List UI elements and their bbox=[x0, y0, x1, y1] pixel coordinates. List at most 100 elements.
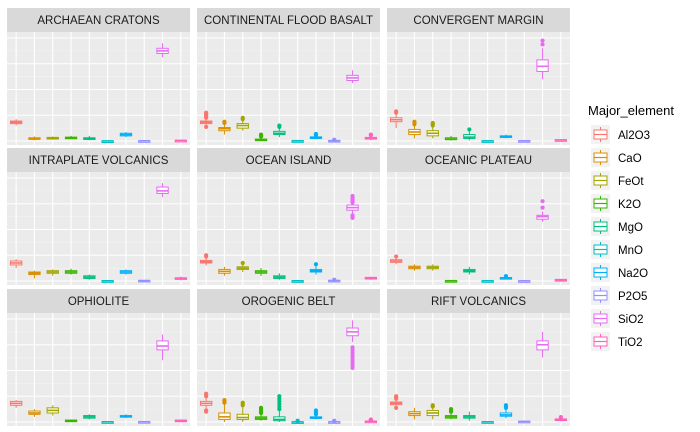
box-mno bbox=[291, 418, 304, 424]
box-al2o3 bbox=[199, 253, 213, 266]
box-cao bbox=[28, 270, 41, 279]
legend-label: Al2O3 bbox=[618, 130, 650, 142]
outlier-point bbox=[204, 124, 209, 129]
box-mno bbox=[101, 421, 114, 424]
box-p2o5 bbox=[138, 140, 151, 143]
outlier-point bbox=[258, 405, 264, 410]
outlier-point bbox=[394, 394, 399, 399]
facet-strip bbox=[387, 289, 570, 313]
box-tio2 bbox=[554, 278, 568, 282]
outlier-point bbox=[240, 115, 245, 120]
facet-strip-label: CONVERGENT MARGIN bbox=[413, 15, 543, 27]
box-al2o3 bbox=[9, 259, 23, 269]
outlier-point bbox=[430, 120, 435, 126]
box-mgo bbox=[273, 394, 286, 422]
outlier-point bbox=[204, 253, 209, 258]
facet-panels: ARCHAEAN CRATONS CONTINENTAL FLOOD BASALT… bbox=[7, 8, 570, 426]
facet-panel-oceanic-plateau: OCEANIC PLATEAU bbox=[387, 148, 570, 285]
box-na2o bbox=[499, 403, 513, 419]
box-k2o bbox=[444, 407, 458, 420]
box-na2o bbox=[119, 131, 133, 138]
legend-label: SiO2 bbox=[618, 314, 644, 326]
facet-panel-intraplate-volcanics: INTRAPLATE VOLCANICS bbox=[7, 148, 190, 285]
facet-strip bbox=[197, 148, 380, 172]
box-mno bbox=[481, 140, 494, 143]
box-mgo bbox=[273, 273, 286, 280]
box-p2o5 bbox=[138, 420, 151, 424]
outlier-point bbox=[467, 127, 472, 132]
legend-items: Al2O3 CaO FeOt K2O MgO MnO Na2O P2O5 SiO2 TiO2 bbox=[591, 125, 650, 351]
facet-panel-orogenic-belt: OROGENIC BELT bbox=[197, 289, 380, 426]
box-k2o bbox=[64, 419, 78, 423]
box-p2o5 bbox=[328, 418, 341, 424]
box-al2o3 bbox=[199, 391, 213, 414]
legend-label: P2O5 bbox=[618, 291, 647, 303]
box-cao bbox=[218, 398, 231, 422]
outlier-point bbox=[540, 38, 545, 43]
legend-label: MnO bbox=[618, 245, 643, 257]
box-sio2 bbox=[346, 70, 359, 84]
facet-strip-label: OROGENIC BELT bbox=[242, 296, 336, 308]
outlier-point bbox=[368, 132, 373, 137]
outlier-point bbox=[313, 262, 319, 267]
facet-strip-label: RIFT VOLCANICS bbox=[431, 296, 526, 308]
box-k2o bbox=[64, 268, 78, 275]
outlier-point bbox=[222, 398, 227, 403]
box-feot bbox=[46, 136, 59, 140]
legend-item-feot: FeOt bbox=[591, 171, 644, 190]
box-p2o5 bbox=[328, 277, 341, 283]
box-k2o bbox=[64, 135, 78, 140]
box-al2o3 bbox=[389, 109, 403, 129]
legend-label: Na2O bbox=[618, 268, 648, 280]
box-al2o3 bbox=[389, 254, 403, 265]
facet-strip bbox=[387, 8, 570, 32]
box-feot bbox=[426, 264, 439, 271]
box-mno bbox=[291, 280, 304, 283]
box-cao bbox=[28, 409, 41, 417]
legend-item-tio2: TiO2 bbox=[591, 332, 643, 351]
box-cao bbox=[218, 119, 231, 135]
box-tio2 bbox=[554, 415, 568, 422]
outlier-point bbox=[204, 391, 209, 396]
box-k2o bbox=[254, 405, 268, 421]
box-cao bbox=[408, 119, 421, 139]
box-mgo bbox=[83, 414, 96, 420]
box-al2o3 bbox=[9, 119, 23, 126]
facet-strip bbox=[387, 148, 570, 172]
outlier-point bbox=[430, 403, 435, 408]
box-tio2 bbox=[554, 139, 568, 142]
legend-item-na2o: Na2O bbox=[591, 263, 648, 282]
box-tio2 bbox=[174, 419, 188, 423]
box-feot bbox=[236, 115, 249, 131]
facet-panel-ophiolite: OPHIOLITE bbox=[7, 289, 190, 426]
box-na2o bbox=[499, 134, 513, 139]
box-mno bbox=[101, 140, 114, 143]
outlier-point bbox=[204, 408, 209, 413]
outlier-point bbox=[313, 131, 319, 137]
facet-panel-ocean-island: OCEAN ISLAND bbox=[197, 148, 380, 285]
outlier-point bbox=[503, 274, 509, 279]
box-k2o bbox=[444, 135, 458, 141]
legend-label: CaO bbox=[618, 153, 642, 165]
facet-strip-label: OCEAN ISLAND bbox=[246, 155, 332, 167]
facet-strip-label: INTRAPLATE VOLCANICS bbox=[29, 155, 169, 167]
facet-strip bbox=[197, 8, 380, 32]
box-k2o bbox=[444, 279, 458, 283]
legend-label: K2O bbox=[618, 199, 641, 211]
box-feot bbox=[46, 269, 59, 276]
box-k2o bbox=[254, 132, 268, 142]
box-feot bbox=[236, 400, 249, 422]
legend-item-mgo: MgO bbox=[591, 217, 643, 236]
box-tio2 bbox=[364, 417, 378, 424]
outlier-point bbox=[332, 137, 337, 142]
outlier-point bbox=[368, 417, 373, 422]
box-al2o3 bbox=[199, 110, 213, 129]
box-feot bbox=[426, 403, 439, 420]
box-mgo bbox=[273, 123, 286, 138]
box-mno bbox=[481, 421, 494, 424]
box-na2o bbox=[309, 131, 323, 140]
facet-strip-label: CONTINENTAL FLOOD BASALT bbox=[204, 15, 373, 27]
box-na2o bbox=[309, 262, 323, 275]
outlier-point bbox=[540, 42, 545, 47]
box-sio2 bbox=[156, 43, 169, 58]
